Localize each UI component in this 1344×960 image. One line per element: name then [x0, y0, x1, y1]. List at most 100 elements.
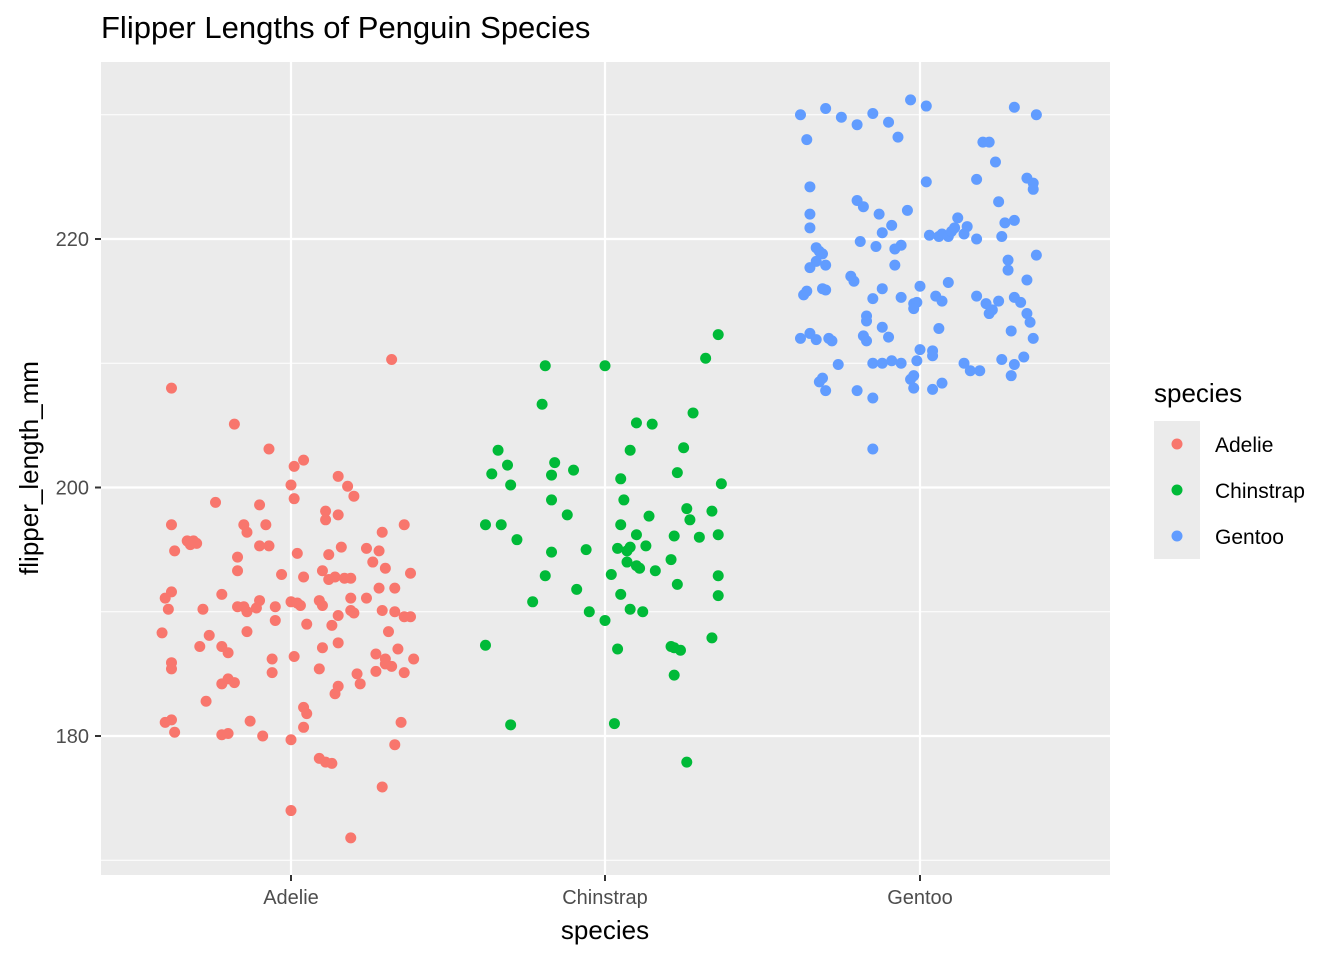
data-point	[870, 240, 882, 252]
data-point	[974, 365, 986, 377]
data-point	[210, 496, 222, 508]
data-point	[996, 231, 1008, 243]
data-point	[549, 457, 561, 469]
data-point	[583, 606, 595, 618]
data-point	[674, 644, 686, 656]
data-point	[329, 688, 341, 700]
data-point	[715, 478, 727, 490]
data-point	[949, 222, 961, 234]
data-point	[505, 479, 517, 491]
data-point	[637, 606, 649, 618]
data-point	[911, 355, 923, 367]
data-point	[817, 372, 829, 384]
data-point	[1005, 325, 1017, 337]
data-point	[630, 417, 642, 429]
data-point	[989, 156, 1001, 168]
data-point	[332, 509, 344, 521]
data-point	[332, 637, 344, 649]
data-point	[835, 111, 847, 123]
data-point	[159, 716, 171, 728]
chart-title: Flipper Lengths of Penguin Species	[101, 10, 590, 45]
data-point	[621, 545, 633, 557]
data-point	[649, 565, 661, 577]
data-point	[983, 136, 995, 148]
data-point	[681, 756, 693, 768]
data-point	[216, 588, 228, 600]
data-point	[373, 545, 385, 557]
data-point	[794, 109, 806, 121]
data-point	[156, 627, 168, 639]
data-point	[876, 227, 888, 239]
data-point	[820, 385, 832, 397]
data-point	[335, 541, 347, 553]
data-point	[668, 530, 680, 542]
data-point	[405, 567, 417, 579]
data-point	[395, 716, 407, 728]
data-point	[936, 295, 948, 307]
data-point	[1021, 308, 1033, 320]
data-point	[546, 494, 558, 506]
data-point	[332, 470, 344, 482]
data-point	[536, 398, 548, 410]
data-point	[285, 805, 297, 817]
data-point	[169, 545, 181, 557]
data-points	[156, 94, 1042, 844]
data-point	[203, 629, 215, 641]
data-point	[624, 603, 636, 615]
data-point	[993, 295, 1005, 307]
data-point	[200, 695, 212, 707]
data-point	[405, 611, 417, 623]
legend-label: Adelie	[1215, 434, 1273, 457]
data-point	[568, 464, 580, 476]
data-point	[159, 592, 171, 604]
data-point	[316, 600, 328, 612]
data-point	[927, 383, 939, 395]
data-point	[700, 352, 712, 364]
data-point	[820, 259, 832, 271]
data-point	[681, 503, 693, 515]
data-point	[354, 678, 366, 690]
data-point	[332, 609, 344, 621]
data-point	[276, 568, 288, 580]
data-point	[851, 385, 863, 397]
data-point	[599, 614, 611, 626]
data-point	[367, 556, 379, 568]
data-point	[241, 526, 253, 538]
data-point	[580, 544, 592, 556]
data-point	[867, 392, 879, 404]
data-point	[376, 605, 388, 617]
data-point	[942, 276, 954, 288]
data-point	[165, 519, 177, 531]
data-point	[241, 606, 253, 618]
data-point	[288, 460, 300, 472]
data-point	[971, 233, 983, 245]
data-point	[810, 334, 822, 346]
data-point	[479, 519, 491, 531]
data-point	[1030, 109, 1042, 121]
data-point	[927, 350, 939, 362]
data-point	[376, 781, 388, 793]
x-tick-label: Adelie	[263, 887, 319, 909]
data-point	[263, 443, 275, 455]
legend-key	[1171, 484, 1183, 496]
data-point	[316, 565, 328, 577]
data-point	[260, 519, 272, 531]
data-point	[905, 373, 917, 385]
data-point	[1027, 332, 1039, 344]
data-point	[826, 335, 838, 347]
data-point	[804, 262, 816, 274]
data-point	[294, 600, 306, 612]
data-point	[301, 708, 313, 720]
data-point	[370, 648, 382, 660]
data-point	[320, 514, 332, 526]
data-point	[561, 509, 573, 521]
data-point	[326, 757, 338, 769]
data-point	[861, 315, 873, 327]
data-point	[408, 653, 420, 665]
data-point	[1002, 264, 1014, 276]
data-point	[634, 562, 646, 574]
data-point	[923, 229, 935, 241]
data-point	[492, 444, 504, 456]
data-point	[244, 715, 256, 727]
data-point	[684, 514, 696, 526]
